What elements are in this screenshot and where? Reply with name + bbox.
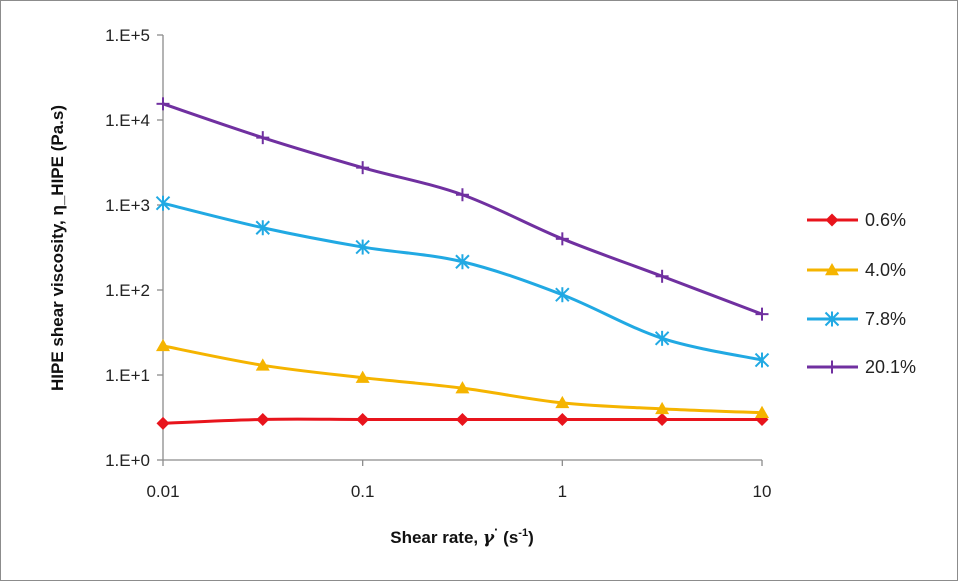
data-point: [655, 412, 669, 426]
axes: [162, 35, 762, 461]
data-point: [255, 220, 270, 236]
data-point: [256, 131, 270, 145]
gamma-symbol: γ: [483, 528, 495, 548]
legend-label: 20.1%: [865, 357, 916, 377]
data-point: [755, 307, 769, 321]
y-tick-label: 1.E+3: [105, 196, 150, 215]
legend-label: 7.8%: [865, 309, 906, 329]
x-tick-label: 10: [753, 482, 772, 501]
data-point: [455, 412, 469, 426]
legend-label: 0.6%: [865, 210, 906, 230]
x-ticks: 0.01 0.1 1 10: [146, 460, 771, 501]
data-point: [555, 287, 570, 303]
y-axis-title: HIPE shear viscosity, η_HIPE (Pa.s): [48, 105, 67, 391]
legend-label: 4.0%: [865, 260, 906, 280]
legend-item: 7.8%: [807, 309, 906, 329]
y-tick-label: 1.E+0: [105, 451, 150, 470]
data-point: [655, 269, 669, 283]
data-point: [754, 352, 770, 368]
legend-item: 0.6%: [807, 210, 906, 230]
data-point: [356, 412, 370, 426]
data-point: [654, 330, 670, 346]
series-line-1: [161, 344, 764, 415]
x-axis-title-unit-close: ): [528, 528, 534, 547]
data-point: [455, 188, 469, 202]
data-point: [256, 412, 270, 426]
data-point: [156, 416, 170, 430]
data-point: [255, 358, 270, 371]
y-tick-label: 1.E+1: [105, 366, 150, 385]
x-axis-title-prefix: Shear rate,: [390, 528, 483, 547]
data-point: [555, 412, 569, 426]
data-point: [455, 381, 470, 394]
legend-item: 20.1%: [807, 357, 916, 377]
x-tick-label: 0.1: [351, 482, 375, 501]
legend-marker: [824, 311, 840, 327]
legend-marker: [825, 213, 839, 227]
legend-marker: [825, 263, 839, 276]
data-point: [155, 195, 171, 211]
series-line-3: [161, 102, 764, 316]
legend-marker: [825, 360, 839, 374]
data-point: [355, 370, 370, 383]
x-tick-label: 1: [558, 482, 567, 501]
y-ticks: 1.E+0 1.E+1 1.E+2 1.E+3 1.E+4 1.E+5: [105, 26, 163, 470]
data-point: [755, 405, 769, 418]
data-point: [555, 232, 569, 246]
y-tick-label: 1.E+2: [105, 281, 150, 300]
data-point: [655, 401, 670, 415]
x-tick-label: 0.01: [146, 482, 179, 501]
data-point: [555, 395, 570, 409]
data-point: [455, 254, 470, 270]
gamma-dot: ·: [494, 522, 498, 537]
data-point: [156, 97, 170, 111]
data-point: [355, 239, 370, 255]
legend: 0.6% 4.0% 7.8% 20.1%: [807, 210, 916, 377]
x-axis-title-exponent: -1: [518, 527, 528, 539]
data-point: [356, 161, 370, 175]
legend-item: 4.0%: [807, 260, 906, 280]
y-tick-label: 1.E+5: [105, 26, 150, 45]
data-point: [156, 338, 170, 352]
series-layer: [155, 97, 770, 430]
x-axis-title: Shear rate, γ· (s-1): [390, 522, 533, 548]
x-axis-title-unit-open: (s: [498, 528, 518, 547]
y-tick-label: 1.E+4: [105, 111, 150, 130]
